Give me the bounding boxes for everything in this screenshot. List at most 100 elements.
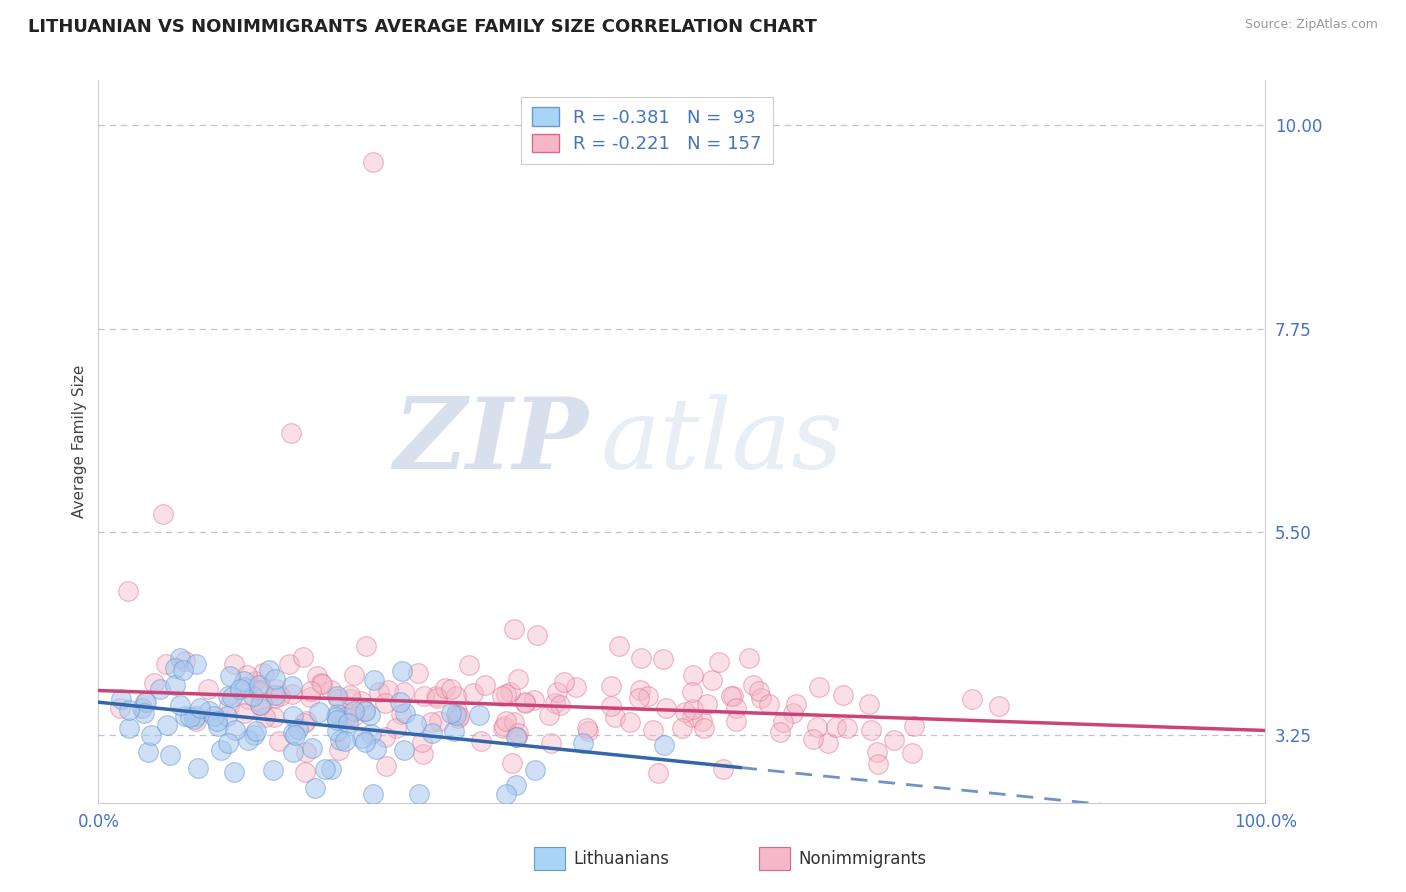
Point [883,732,905,747]
Point [263,689,285,703]
Point [720,690,742,704]
Point [350,731,373,745]
Point [742,678,765,692]
Point [837,721,859,735]
Point [291,650,314,665]
Point [263,710,285,724]
Point [751,691,773,706]
Point [523,693,546,707]
Point [152,507,174,521]
Point [515,695,537,709]
Point [247,678,270,692]
Point [427,714,450,729]
Point [960,692,983,706]
Point [221,690,243,704]
Point [245,723,267,738]
Point [425,689,447,703]
Point [408,787,430,801]
Point [389,706,412,721]
Point [524,763,547,777]
Point [236,668,259,682]
Point [446,704,468,718]
Point [329,733,352,747]
Point [553,675,575,690]
Point [339,688,361,702]
Point [384,721,406,735]
Point [342,704,364,718]
Point [503,623,526,637]
Point [295,745,318,759]
Point [280,679,302,693]
Point [499,685,522,699]
Point [326,689,349,703]
Point [707,655,730,669]
Point [495,714,517,729]
Point [858,697,880,711]
Point [172,663,194,677]
Point [294,765,316,780]
Point [607,639,630,653]
Point [339,692,361,706]
Point [311,676,333,690]
Point [252,683,274,698]
Point [495,787,517,801]
Point [901,746,924,760]
Point [737,651,759,665]
Point [233,674,256,689]
Point [202,708,225,723]
Point [184,708,207,723]
Text: Source: ZipAtlas.com: Source: ZipAtlas.com [1244,18,1378,31]
Text: LITHUANIAN VS NONIMMIGRANTS AVERAGE FAMILY SIZE CORRELATION CHART: LITHUANIAN VS NONIMMIGRANTS AVERAGE FAMI… [28,18,817,36]
Point [494,719,516,733]
Point [173,654,195,668]
Point [831,688,853,702]
Point [363,787,385,801]
Point [374,730,396,744]
Point [474,678,496,692]
Point [647,766,669,780]
Text: Lithuanians: Lithuanians [574,850,669,868]
Point [599,698,621,713]
Point [903,719,925,733]
Point [326,723,349,738]
Point [326,707,349,722]
Point [253,710,276,724]
Point [988,699,1011,714]
Point [159,747,181,762]
Point [262,764,284,778]
Point [246,683,269,698]
Point [526,628,548,642]
Point [506,726,529,740]
Point [806,720,828,734]
Point [325,710,347,724]
Point [628,691,651,706]
Point [377,683,399,698]
Point [492,721,515,735]
Point [304,780,326,795]
Point [183,712,205,726]
Point [681,709,703,723]
Point [392,743,415,757]
Point [394,706,416,720]
Point [546,684,568,698]
Point [295,714,318,728]
Point [506,672,529,686]
Point [470,734,492,748]
Point [354,640,377,654]
Point [110,701,132,715]
Point [236,733,259,747]
Point [654,701,676,715]
Point [491,689,513,703]
Point [224,723,246,737]
Point [224,657,246,672]
Point [782,706,804,721]
Point [359,707,381,722]
Point [576,723,599,738]
Point [505,730,527,744]
Point [209,743,232,757]
Point [758,697,780,711]
Point [207,714,229,728]
Point [419,714,441,729]
Point [134,695,156,709]
Point [188,701,211,715]
